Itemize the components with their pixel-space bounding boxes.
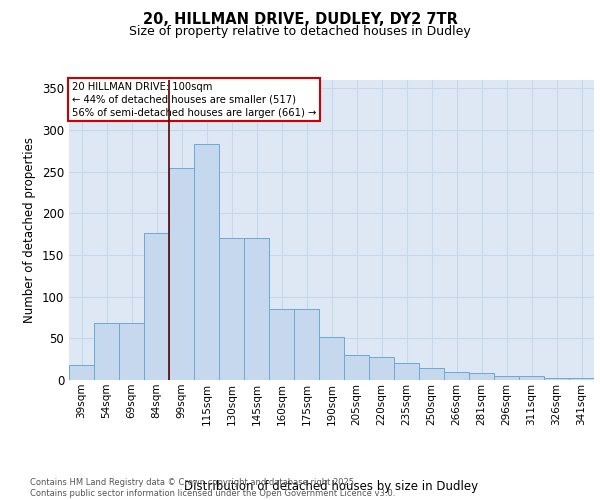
Bar	[269, 309, 294, 380]
Bar	[519, 376, 544, 380]
Bar	[69, 365, 94, 380]
Bar	[294, 309, 319, 380]
Bar	[419, 368, 444, 380]
Bar	[244, 238, 269, 380]
Bar	[119, 324, 144, 380]
Bar	[369, 356, 394, 380]
Bar	[194, 144, 219, 380]
Bar	[569, 378, 594, 380]
Bar	[144, 234, 169, 380]
Bar	[94, 324, 119, 380]
Text: Size of property relative to detached houses in Dudley: Size of property relative to detached ho…	[129, 25, 471, 38]
Bar	[394, 364, 419, 380]
Bar	[219, 238, 244, 380]
Bar	[544, 378, 569, 380]
Text: 20, HILLMAN DRIVE, DUDLEY, DY2 7TR: 20, HILLMAN DRIVE, DUDLEY, DY2 7TR	[143, 12, 457, 28]
X-axis label: Distribution of detached houses by size in Dudley: Distribution of detached houses by size …	[184, 480, 479, 494]
Bar	[319, 336, 344, 380]
Bar	[469, 374, 494, 380]
Text: Contains HM Land Registry data © Crown copyright and database right 2025.
Contai: Contains HM Land Registry data © Crown c…	[30, 478, 395, 498]
Text: 20 HILLMAN DRIVE: 100sqm
← 44% of detached houses are smaller (517)
56% of semi-: 20 HILLMAN DRIVE: 100sqm ← 44% of detach…	[71, 82, 316, 118]
Bar	[344, 355, 369, 380]
Bar	[444, 372, 469, 380]
Y-axis label: Number of detached properties: Number of detached properties	[23, 137, 37, 323]
Bar	[169, 168, 194, 380]
Bar	[494, 376, 519, 380]
